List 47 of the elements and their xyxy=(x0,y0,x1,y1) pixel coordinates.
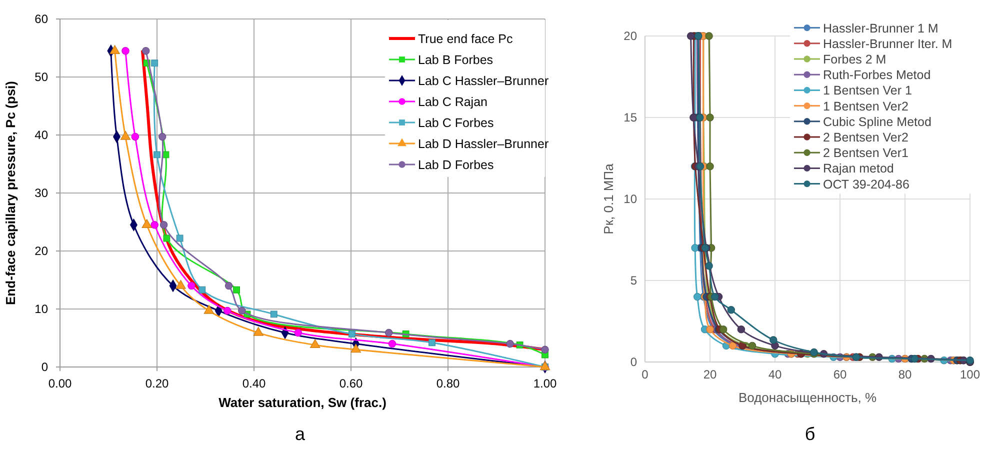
y-axis-title: End-face capillary pressure, Pc (psi) xyxy=(3,81,18,305)
legend-label: Lab C Rajan xyxy=(418,95,488,109)
legend-label: Hassler-Brunner Iter. M xyxy=(823,36,952,51)
legend-label: Cubic Spline Metod xyxy=(823,114,932,129)
legend-label: ОСТ 39-204-86 xyxy=(823,177,910,192)
x-axis-title: Водонасыщенность, % xyxy=(738,390,877,405)
y-tick-label: 10 xyxy=(34,302,48,316)
y-tick-label: 50 xyxy=(34,70,48,84)
legend-label: Ruth-Forbes Metod xyxy=(823,68,931,82)
legend-label: 1 Bentsen Ver 1 xyxy=(823,84,912,98)
legend-label: Lab C Hassler–Brunner xyxy=(418,74,549,88)
y-tick-label: 0 xyxy=(630,354,638,369)
text: б xyxy=(804,424,816,444)
legend-label: 2 Bentsen Ver1 xyxy=(823,146,909,160)
y-tick-label: 40 xyxy=(34,128,48,142)
legend-label: Lab C Forbes xyxy=(418,116,494,130)
x-tick-label: 100 xyxy=(960,368,980,382)
x-tick-label: 40 xyxy=(768,368,782,382)
legend-label: Lab D Forbes xyxy=(418,158,494,172)
y-tick-label: 60 xyxy=(34,12,48,26)
text: а xyxy=(294,424,306,444)
y-tick-label: 20 xyxy=(624,28,638,43)
legend-label: Forbes 2 M xyxy=(823,52,886,66)
x-tick-label: 80 xyxy=(898,368,912,382)
y-tick-label: 20 xyxy=(34,244,48,258)
x-tick-label: 0 xyxy=(642,368,649,382)
x-tick-label: 0.60 xyxy=(339,376,363,391)
y-tick-label: 30 xyxy=(34,186,48,200)
legend-label: Hassler-Brunner 1 M xyxy=(823,21,938,36)
x-axis-title: Water saturation, Sw (frac.) xyxy=(218,395,386,410)
x-tick-label: 0.40 xyxy=(242,376,266,391)
y-tick-label: 5 xyxy=(630,273,638,288)
legend-label: Lab D Hassler–Brunner xyxy=(418,137,549,151)
legend-label: Lab B Forbes xyxy=(418,53,494,67)
x-tick-label: 1.00 xyxy=(533,376,557,391)
x-tick-label: 0.20 xyxy=(145,376,169,391)
legend-label: True end face Pc xyxy=(418,32,513,46)
legend-label: Rajan metod xyxy=(823,162,894,176)
legend-label: 1 Bentsen Ver2 xyxy=(823,99,909,114)
y-axis-title: Рк, 0.1 МПа xyxy=(601,162,616,234)
legend-label: 2 Bentsen Ver2 xyxy=(823,130,909,144)
x-tick-label: 0.00 xyxy=(48,376,72,391)
x-tick-label: 60 xyxy=(833,368,847,382)
y-tick-label: 10 xyxy=(624,192,638,206)
x-tick-label: 0.80 xyxy=(436,376,460,391)
y-tick-label: 15 xyxy=(624,110,638,124)
x-tick-label: 20 xyxy=(703,368,717,382)
